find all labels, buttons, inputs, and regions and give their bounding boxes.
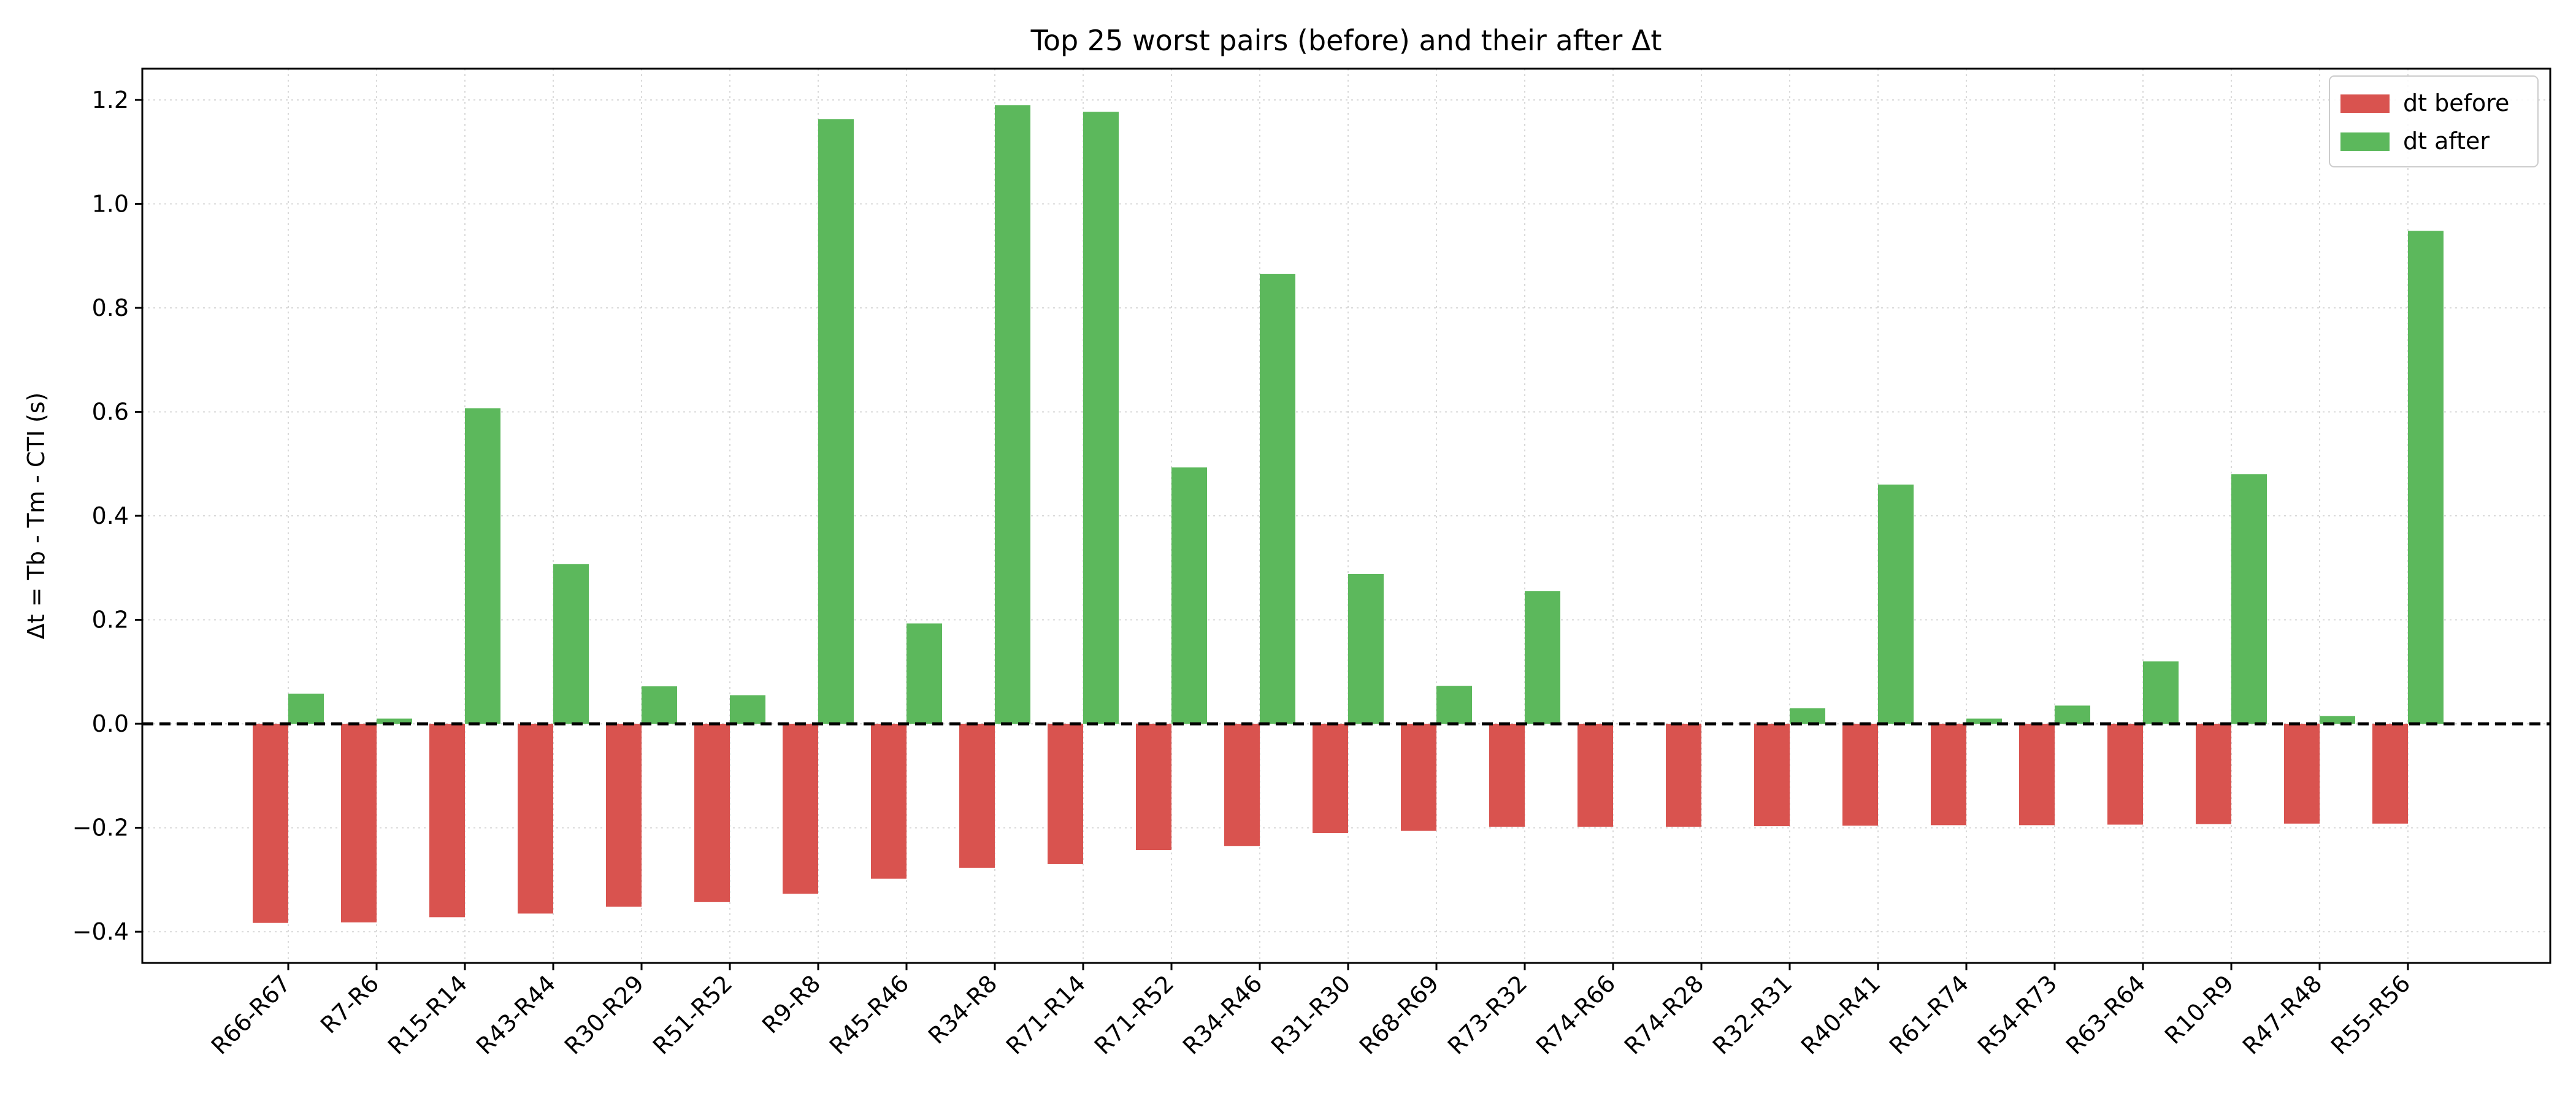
x-tick-label: R73-R32 <box>1443 970 1533 1060</box>
y-tick-label: 0.6 <box>92 398 129 425</box>
y-axis: −0.4 −0.2 0.0 0.2 0.4 0.6 0.8 1.0 1.2 <box>72 86 142 945</box>
bar-dt-before <box>2196 724 2231 824</box>
bar-dt-after <box>1525 591 1560 724</box>
x-tick-label: R71-R52 <box>1089 970 1179 1060</box>
bar-dt-before <box>694 724 730 902</box>
x-tick-label: R30-R29 <box>559 970 650 1060</box>
x-tick-label: R34-R46 <box>1178 970 1268 1060</box>
y-tick-label: −0.4 <box>72 918 129 945</box>
bar-dt-before <box>341 724 377 922</box>
bar-dt-after <box>1260 274 1295 724</box>
bar-dt-after <box>2231 474 2267 724</box>
x-tick-label: R31-R30 <box>1266 970 1356 1060</box>
x-tick-label: R74-R66 <box>1531 970 1621 1060</box>
chart-title: Top 25 worst pairs (before) and their af… <box>1030 24 1662 57</box>
x-tick-label: R7-R6 <box>315 970 384 1038</box>
bar-dt-before <box>783 724 818 894</box>
x-tick-label: R43-R44 <box>471 970 561 1060</box>
bar-dt-after <box>1436 686 1472 724</box>
bar-dt-before <box>1931 724 1966 826</box>
bar-dt-before <box>429 724 465 918</box>
bar-dt-before <box>1224 724 1260 846</box>
x-tick-label: R10-R9 <box>2160 970 2239 1049</box>
bar-dt-after <box>818 119 854 724</box>
bar-dt-after <box>288 693 324 724</box>
bar-dt-before <box>871 724 907 879</box>
bar-dt-before <box>606 724 642 907</box>
x-tick-label: R74-R28 <box>1619 970 1709 1060</box>
x-tick-label: R32-R31 <box>1708 970 1798 1060</box>
y-tick-label: 0.0 <box>92 710 129 737</box>
bar-dt-after <box>730 695 765 724</box>
x-tick-label: R34-R8 <box>923 970 1002 1049</box>
x-tick-label: R55-R56 <box>2326 970 2416 1060</box>
y-tick-label: 0.2 <box>92 607 129 634</box>
x-tick-label: R71-R14 <box>1001 970 1091 1060</box>
bar-dt-before <box>1313 724 1348 834</box>
bar-dt-after <box>2143 661 2179 724</box>
bar-dt-after <box>1348 573 1384 724</box>
y-tick-label: −0.2 <box>72 815 129 841</box>
x-tick-label: R47-R48 <box>2237 970 2328 1060</box>
y-tick-label: 1.2 <box>92 86 129 113</box>
bar-dt-after <box>465 408 500 724</box>
bar-dt-before <box>2107 724 2143 825</box>
bar-dt-before <box>1666 724 1701 827</box>
bar-dt-after <box>1966 718 2002 724</box>
bar-dt-before <box>1048 724 1083 864</box>
bar-dt-after <box>1790 708 1825 724</box>
x-tick-label: R40-R41 <box>1796 970 1886 1060</box>
legend-swatch-dt-before <box>2340 94 2390 113</box>
bar-dt-before <box>1401 724 1436 831</box>
bar-dt-before <box>959 724 995 868</box>
x-tick-label: R68-R69 <box>1354 970 1444 1060</box>
y-tick-label: 1.0 <box>92 190 129 217</box>
y-axis-label: Δt = Tb - Tm - CTI (s) <box>23 393 50 640</box>
bar-dt-before <box>1842 724 1878 826</box>
bar-dt-before <box>1577 724 1613 827</box>
x-tick-label: R9-R8 <box>757 970 826 1038</box>
y-tick-label: 0.8 <box>92 294 129 321</box>
legend-label-dt-after: dt after <box>2403 128 2490 155</box>
bar-dt-after <box>377 718 412 724</box>
bar-dt-after <box>2320 716 2355 724</box>
x-tick-label: R45-R46 <box>824 970 914 1060</box>
x-tick-label: R51-R52 <box>648 970 738 1060</box>
x-tick-label: R15-R14 <box>383 970 473 1060</box>
bars <box>253 105 2444 923</box>
legend-label-dt-before: dt before <box>2403 90 2509 117</box>
bar-dt-before <box>2284 724 2320 824</box>
bar-dt-before <box>518 724 553 914</box>
bar-dt-before <box>1489 724 1525 827</box>
x-tick-label: R54-R73 <box>1972 970 2063 1060</box>
legend-swatch-dt-after <box>2340 132 2390 151</box>
bar-dt-after <box>2055 705 2090 724</box>
bar-dt-after <box>907 623 942 724</box>
bar-dt-after <box>1083 112 1119 724</box>
bar-dt-before <box>1136 724 1171 851</box>
x-tick-label: R61-R74 <box>1884 970 1974 1060</box>
bar-dt-before <box>1754 724 1790 827</box>
bar-dt-after <box>553 564 589 724</box>
bar-dt-after <box>1171 467 1207 724</box>
y-tick-label: 0.4 <box>92 502 129 529</box>
x-tick-label: R66-R67 <box>206 970 296 1060</box>
legend: dt before dt after <box>2329 75 2539 167</box>
bar-dt-after <box>2408 231 2444 724</box>
bar-dt-after <box>642 686 677 724</box>
bar-dt-before <box>253 724 288 923</box>
x-tick-label: R63-R64 <box>2061 970 2151 1060</box>
bar-dt-after <box>995 105 1030 724</box>
bar-dt-after <box>1878 485 1914 724</box>
bar-dt-before <box>2019 724 2055 826</box>
bar-dt-before <box>2372 724 2408 824</box>
x-axis: R66-R67 R7-R6R15-R14R43-R44R30-R29R51-R52… <box>206 963 2416 1060</box>
